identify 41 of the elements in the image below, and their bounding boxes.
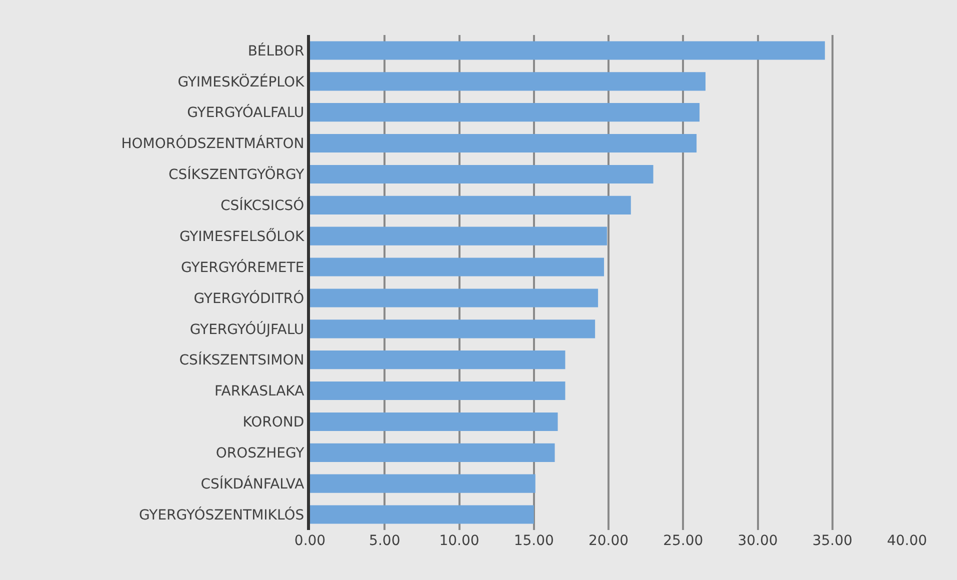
bar (310, 505, 534, 524)
y-tick-label: GYERGYÓSZENTMIKLÓS (139, 506, 304, 524)
y-tick-label: GYIMESKÖZÉPLOK (178, 73, 306, 90)
y-tick-label: FARKASLAKA (214, 384, 305, 400)
x-tick-label: 0.00 (294, 533, 326, 549)
x-tick-label: 35.00 (812, 533, 852, 549)
y-tick-label: BÉLBOR (248, 42, 304, 60)
x-tick-label: 5.00 (369, 533, 400, 549)
bar (310, 350, 566, 370)
x-tick-label: 40.00 (886, 533, 928, 549)
x-tick-label: 15.00 (514, 533, 554, 549)
y-tick-label: KOROND (242, 414, 304, 431)
y-tick-label: GYERGYÓREMETE (181, 258, 304, 276)
y-tick-label: GYERGYÓÚJFALU (190, 320, 304, 338)
bar (310, 196, 631, 214)
y-tick-label: CSÍKCSICSÓ (220, 197, 304, 214)
bar (310, 412, 558, 431)
y-tick-label: CSÍKSZENTGYÖRGY (168, 166, 305, 184)
bar (310, 443, 555, 462)
bar (310, 41, 825, 60)
y-tick-label: CSÍKDÁNFALVA (200, 475, 305, 492)
x-tick-label: 30.00 (738, 533, 778, 549)
bar (310, 382, 566, 400)
y-tick-label: HOMORÓDSZENTMÁRTON (121, 135, 304, 152)
x-tick-label: 25.00 (663, 533, 704, 549)
y-tick-label: GYERGYÓDITRÓ (194, 290, 304, 307)
bar (310, 103, 700, 122)
bar (310, 258, 604, 276)
bar (310, 164, 654, 184)
bar (310, 226, 608, 246)
x-tick-label: 20.00 (588, 533, 629, 549)
y-tick-label: GYIMESFELSŐLOK (179, 228, 306, 245)
bar (310, 474, 536, 493)
y-tick-label: CSÍKSZENTSIMON (179, 352, 304, 369)
y-tick-label: GYERGYÓALFALU (187, 104, 304, 122)
x-tick-label: 10.00 (439, 533, 480, 549)
bar (310, 320, 596, 338)
bar (310, 72, 706, 91)
bar (310, 288, 598, 308)
bar (310, 134, 697, 153)
y-tick-label: OROSZHEGY (216, 446, 305, 462)
